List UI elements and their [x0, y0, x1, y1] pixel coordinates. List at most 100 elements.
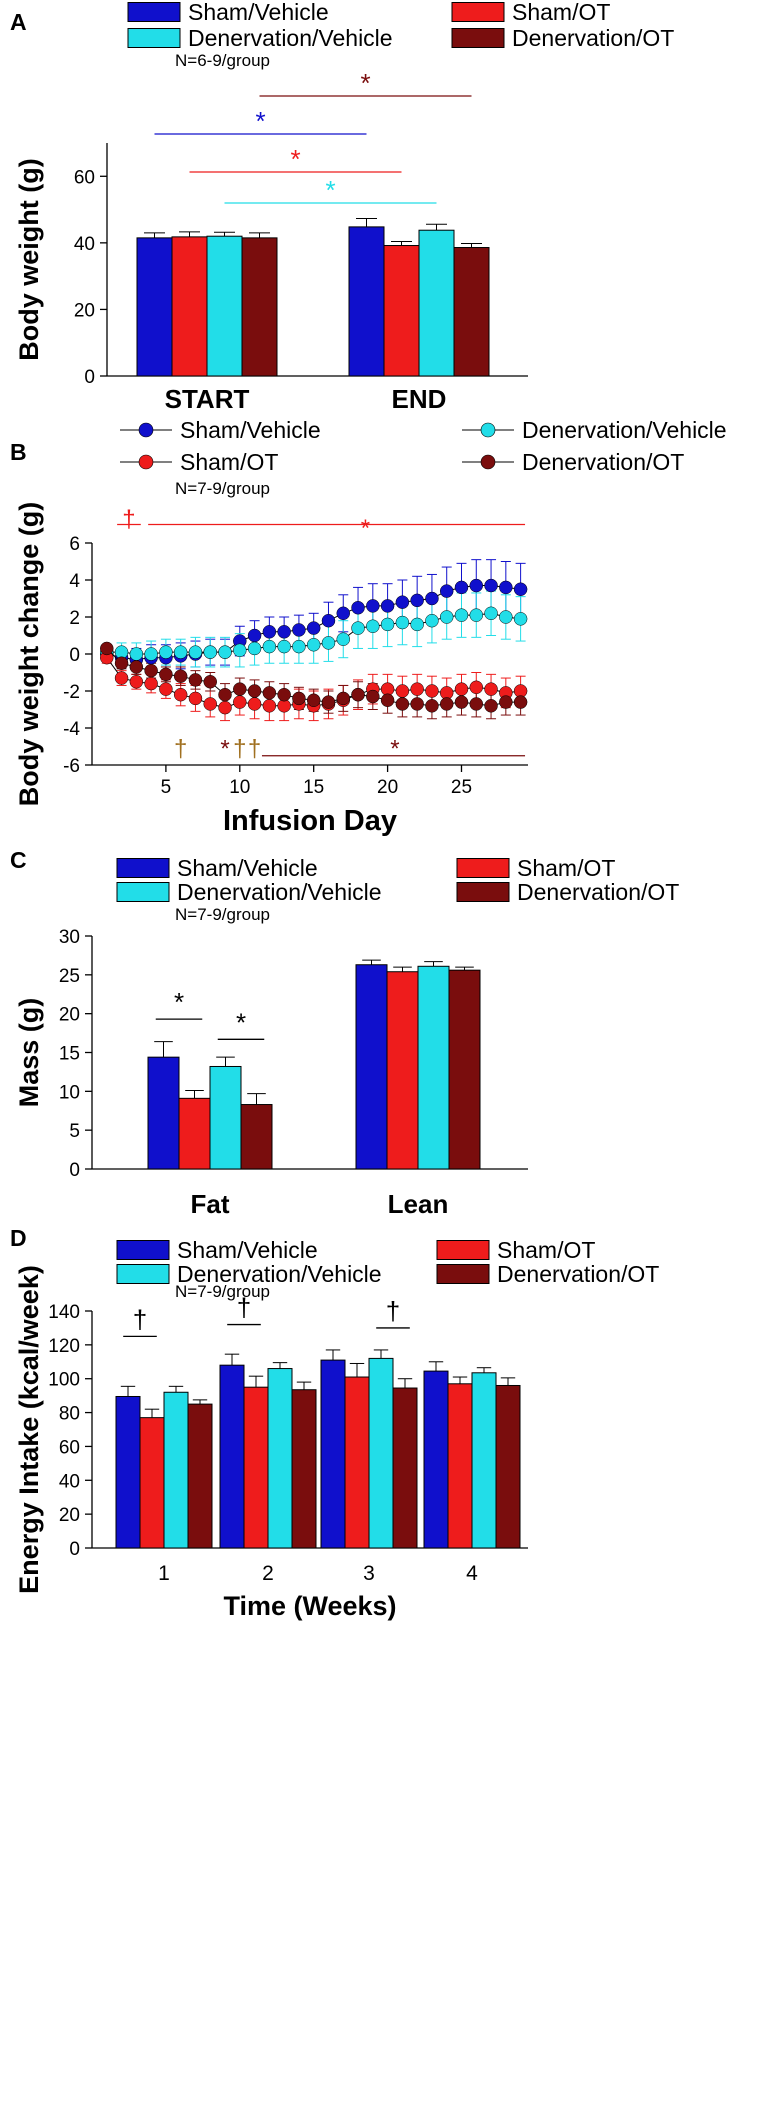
significance-dagger: †	[122, 506, 135, 533]
y-tick-label: 40	[74, 234, 95, 255]
x-category-label: END	[392, 384, 447, 414]
point-denervation-ot	[425, 699, 439, 713]
point-sham-ot	[484, 682, 498, 696]
y-axis-title: Body weight (g)	[14, 158, 44, 360]
y-tick-label: 5	[69, 1121, 80, 1142]
bar-sham-ot-4	[447, 1383, 473, 1549]
point-denervation-vehicle	[159, 645, 173, 659]
point-sham-ot	[233, 695, 247, 709]
significance-dagger: †	[386, 1296, 400, 1326]
point-denervation-ot	[100, 641, 114, 656]
point-sham-vehicle	[351, 601, 365, 615]
point-denervation-ot	[321, 695, 336, 709]
point-denervation-ot	[484, 699, 498, 713]
significance-star: *	[390, 735, 399, 762]
bar-denervation-vehicle-1	[163, 1391, 189, 1549]
point-sham-ot	[218, 700, 232, 715]
significance-dagger: †	[133, 1304, 147, 1334]
significance-dagger: †	[174, 735, 187, 762]
legend-swatch-sham-ot	[456, 858, 510, 878]
point-denervation-vehicle	[513, 612, 528, 626]
point-denervation-vehicle	[173, 645, 188, 659]
y-tick-label: 60	[74, 167, 95, 188]
y-axis-title: Energy Intake (kcal/week)	[14, 1265, 44, 1594]
panel-b: B Sham/Vehicle Denervation/Vehicle Sham/OT D…	[10, 417, 727, 837]
point-sham-ot	[114, 671, 129, 685]
bar-denervation-vehicle-lean	[417, 965, 450, 1170]
bar-sham-vehicle-start	[136, 237, 173, 377]
bar-sham-ot-3	[344, 1376, 370, 1549]
point-sham-ot	[144, 676, 158, 691]
point-sham-vehicle	[513, 582, 528, 596]
point-denervation-ot	[173, 669, 188, 683]
panel-letter: D	[10, 1225, 27, 1251]
point-denervation-ot	[395, 697, 410, 711]
point-denervation-ot	[499, 695, 513, 709]
point-sham-vehicle	[499, 580, 513, 595]
panel-d: D Sham/Vehicle Sham/OT Denervation/Vehicle D…	[10, 1225, 659, 1621]
bar-denervation-ot-lean	[448, 969, 481, 1170]
bar-sham-ot-start	[171, 236, 208, 377]
bar-denervation-vehicle-2	[267, 1368, 293, 1549]
point-denervation-vehicle	[129, 647, 144, 661]
point-sham-vehicle	[277, 625, 291, 639]
point-denervation-ot	[292, 691, 306, 706]
bar-denervation-ot-2	[291, 1389, 317, 1549]
y-tick-label: 2	[69, 608, 80, 629]
point-sham-vehicle	[395, 595, 410, 609]
y-tick-label: -4	[63, 719, 80, 740]
bar-denervation-vehicle-fat	[209, 1065, 242, 1170]
point-denervation-ot	[366, 689, 380, 704]
point-denervation-vehicle	[247, 641, 262, 656]
point-sham-vehicle	[410, 593, 424, 608]
x-tick-label: 10	[229, 777, 250, 798]
point-denervation-vehicle	[395, 615, 410, 630]
point-denervation-ot	[159, 667, 173, 682]
legend-swatch-denervation-vehicle	[127, 28, 181, 48]
point-denervation-ot	[114, 656, 129, 670]
point-denervation-vehicle	[144, 647, 158, 661]
legend-label-denervation-vehicle: Denervation/Vehicle	[177, 879, 382, 905]
point-denervation-vehicle	[321, 636, 336, 650]
point-denervation-ot	[233, 682, 247, 696]
point-sham-vehicle	[425, 591, 439, 606]
point-denervation-vehicle	[439, 610, 454, 624]
legend-swatch-denervation-vehicle	[116, 882, 170, 902]
y-tick-label: 6	[69, 534, 80, 555]
x-category-label: 1	[158, 1562, 170, 1585]
significance-star: *	[220, 735, 229, 762]
legend-swatch-denervation-ot	[436, 1264, 490, 1284]
legend-label-sham-ot: Sham/OT	[180, 449, 278, 475]
bar-sham-ot-lean	[386, 971, 419, 1170]
legend-marker-sham-ot	[138, 454, 154, 470]
legend-marker-denervation-vehicle	[480, 422, 496, 438]
point-sham-ot	[262, 699, 277, 713]
significance-star: *	[255, 106, 265, 136]
legend-label-denervation-ot: Denervation/OT	[522, 449, 684, 475]
group-size-note: N=7-9/group	[175, 479, 270, 498]
point-denervation-vehicle	[233, 643, 247, 658]
point-denervation-vehicle	[277, 639, 291, 654]
y-tick-label: 0	[69, 645, 80, 666]
x-axis-title: Infusion Day	[223, 805, 397, 837]
point-denervation-vehicle	[292, 639, 306, 654]
point-denervation-ot	[513, 695, 528, 709]
legend: Sham/Vehicle Sham/OT Denervation/Vehicle De…	[127, 0, 674, 51]
point-sham-vehicle	[247, 628, 262, 643]
legend-label-denervation-ot: Denervation/OT	[517, 879, 679, 905]
y-tick-label: 0	[69, 1539, 80, 1560]
y-axis-title: Body weight change (g)	[14, 502, 44, 807]
point-sham-vehicle	[469, 578, 484, 593]
point-sham-vehicle	[439, 584, 454, 598]
point-denervation-ot	[203, 675, 217, 689]
panel-c: C Sham/Vehicle Sham/OT Denervation/Vehicle D…	[10, 847, 679, 1219]
legend-marker-denervation-ot	[480, 454, 496, 470]
legend-label-sham-vehicle: Sham/Vehicle	[188, 0, 329, 25]
y-tick-label: 30	[59, 927, 80, 948]
bar-denervation-vehicle-4	[471, 1372, 497, 1549]
legend: Sham/Vehicle Denervation/Vehicle Sham/OT De…	[120, 417, 727, 475]
legend-label-sham-ot: Sham/OT	[497, 1237, 595, 1263]
point-denervation-ot	[351, 687, 365, 702]
point-sham-vehicle	[336, 606, 351, 621]
